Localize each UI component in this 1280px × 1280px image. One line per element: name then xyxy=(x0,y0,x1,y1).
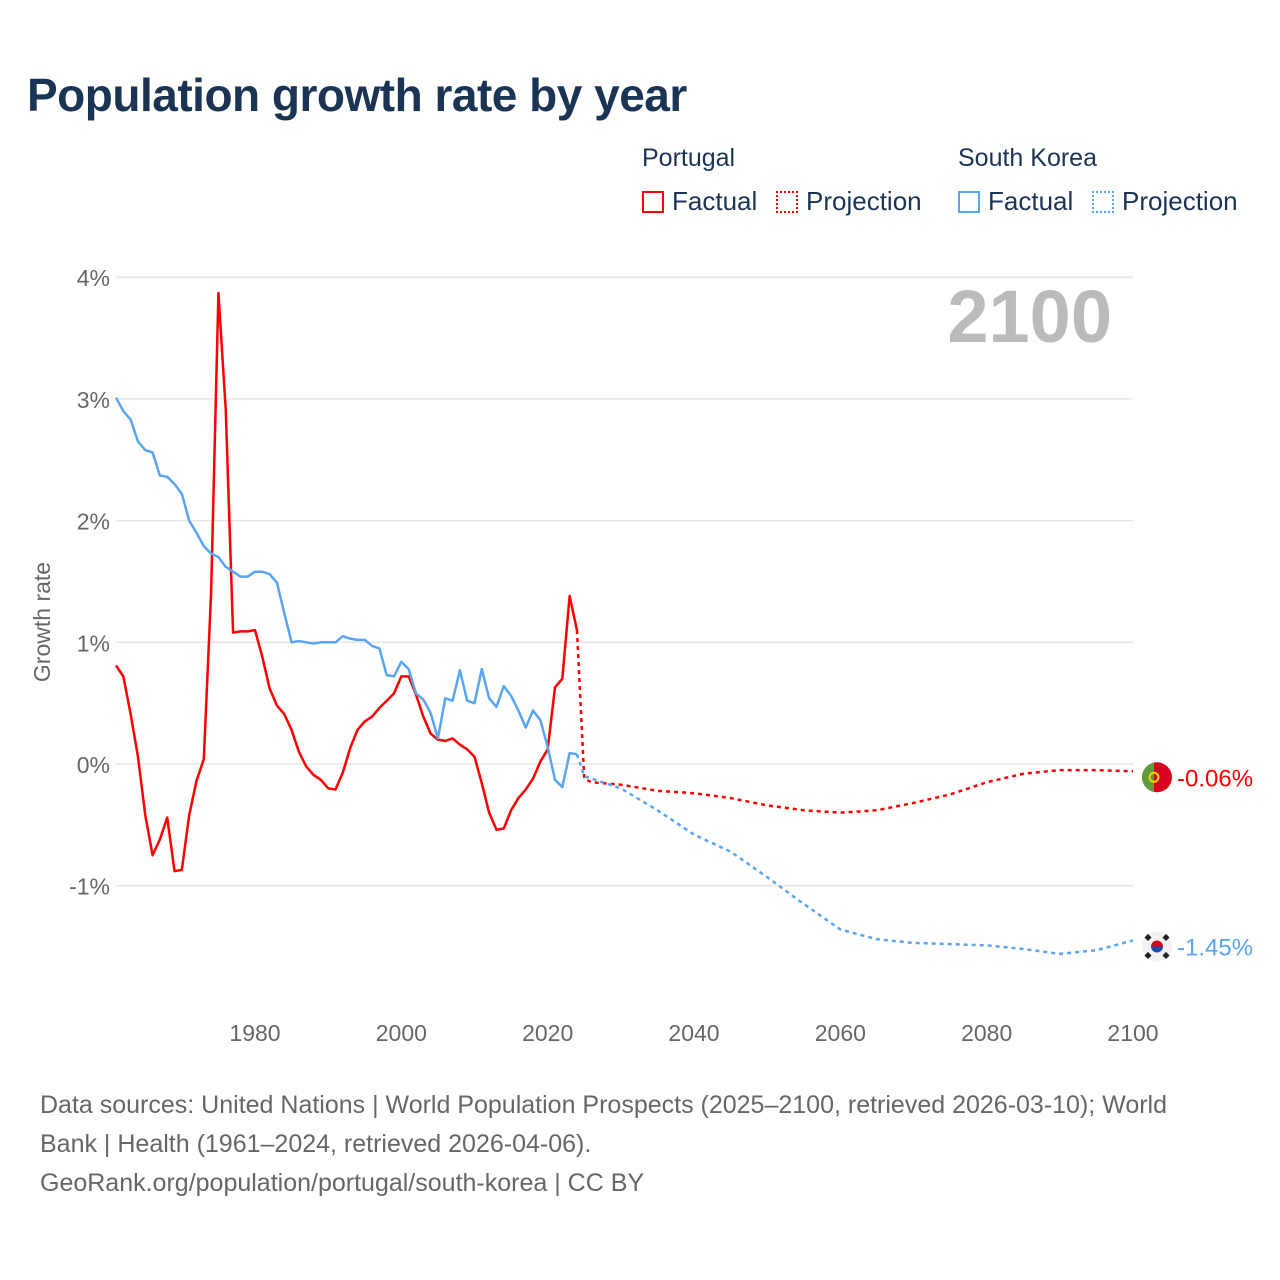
portugal-flag-icon xyxy=(1141,762,1172,793)
credit-link[interactable]: GeoRank.org/population/portugal/south-ko… xyxy=(40,1169,645,1197)
y-tick-label: 1% xyxy=(77,630,110,656)
legend-label: Projection xyxy=(1122,186,1238,216)
y-tick-label: -1% xyxy=(69,874,110,900)
y-tick-label: 3% xyxy=(77,387,110,413)
legend-label: Factual xyxy=(672,186,758,216)
legend-group-south-korea: South Korea xyxy=(958,144,1097,172)
x-tick-label: 2100 xyxy=(1107,1020,1158,1046)
footer: Data sources: United Nations | World Pop… xyxy=(40,1086,1230,1203)
legend-label: Projection xyxy=(806,186,922,216)
line-chart: 4% 3% 2% 1% 0% -1% 1980 2000 2020 2040 2060 2080 210… xyxy=(29,265,1253,1046)
x-tick-label: 2000 xyxy=(376,1020,427,1046)
legend-portugal-projection[interactable]: Projection xyxy=(776,186,922,217)
portugal-projection-line xyxy=(575,630,1134,814)
legend-swatch-solid xyxy=(642,190,664,213)
x-tick-label: 2040 xyxy=(668,1020,719,1046)
legend-swatch-dotted xyxy=(776,190,798,213)
y-tick-label: 4% xyxy=(77,265,110,291)
x-tick-label: 2020 xyxy=(522,1020,573,1046)
x-tick-label: 2060 xyxy=(815,1020,866,1046)
legend-portugal-factual[interactable]: Factual xyxy=(642,186,757,217)
flag-emblem xyxy=(1148,771,1160,783)
legend-swatch-solid xyxy=(958,190,980,213)
south-korea-end-label: -1.45% xyxy=(1177,934,1253,961)
flag-red-half xyxy=(1151,940,1163,947)
legend-group-portugal: Portugal xyxy=(642,144,736,172)
x-tick-label: 1980 xyxy=(229,1020,280,1046)
chart-title: Population growth rate by year xyxy=(27,69,687,121)
legend-label: Factual xyxy=(988,186,1074,216)
portugal-factual-line xyxy=(114,291,579,873)
flag-green xyxy=(1141,762,1154,793)
legend-korea-factual[interactable]: Factual xyxy=(958,186,1073,217)
south-korea-projection-line xyxy=(575,753,1134,956)
y-axis-label: Growth rate xyxy=(29,562,55,682)
legend-swatch-dotted xyxy=(1092,190,1114,213)
south-korea-factual-line xyxy=(114,397,578,789)
south-korea-flag-icon xyxy=(1142,931,1172,962)
portugal-end-label: -0.06% xyxy=(1177,765,1253,792)
y-tick-label: 2% xyxy=(77,509,110,535)
data-sources: Data sources: United Nations | World Pop… xyxy=(40,1091,1168,1158)
x-tick-label: 2080 xyxy=(961,1020,1012,1046)
flag-blue-half xyxy=(1151,946,1163,953)
year-overlay: 2100 xyxy=(947,275,1112,358)
legend-korea-projection[interactable]: Projection xyxy=(1092,186,1238,217)
y-tick-label: 0% xyxy=(77,752,110,778)
